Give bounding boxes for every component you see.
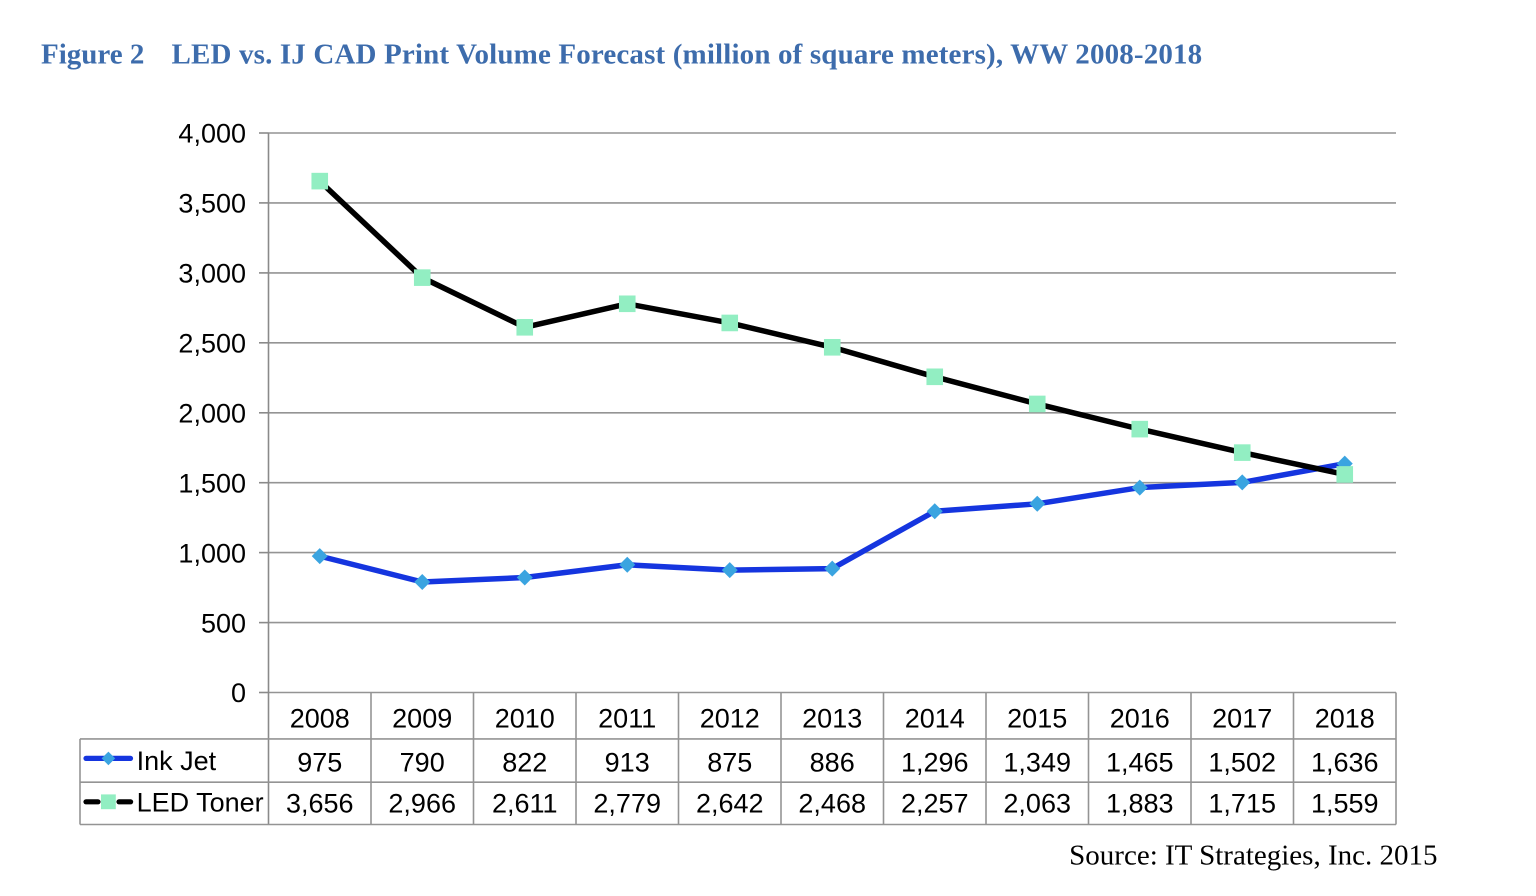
svg-text:Ink Jet: Ink Jet xyxy=(137,746,217,776)
svg-text:1,465: 1,465 xyxy=(1106,747,1174,777)
svg-text:2,063: 2,063 xyxy=(1003,789,1071,819)
svg-text:913: 913 xyxy=(605,747,650,777)
svg-text:2,500: 2,500 xyxy=(178,329,246,359)
svg-text:822: 822 xyxy=(502,747,547,777)
svg-text:2012: 2012 xyxy=(700,704,760,734)
svg-text:2008: 2008 xyxy=(290,704,350,734)
svg-text:2013: 2013 xyxy=(802,704,862,734)
svg-text:1,349: 1,349 xyxy=(1003,747,1071,777)
svg-text:2011: 2011 xyxy=(598,704,656,734)
svg-text:975: 975 xyxy=(297,747,342,777)
svg-text:4,000: 4,000 xyxy=(178,119,246,149)
svg-text:790: 790 xyxy=(400,747,445,777)
svg-text:0: 0 xyxy=(231,678,246,708)
svg-text:3,500: 3,500 xyxy=(178,189,246,219)
svg-text:2015: 2015 xyxy=(1007,704,1067,734)
svg-text:2,257: 2,257 xyxy=(901,789,969,819)
svg-text:1,500: 1,500 xyxy=(178,468,246,498)
svg-text:2,642: 2,642 xyxy=(696,789,764,819)
svg-text:1,000: 1,000 xyxy=(178,538,246,568)
svg-text:1,636: 1,636 xyxy=(1311,747,1379,777)
svg-text:2010: 2010 xyxy=(495,704,555,734)
svg-text:LED vs. IJ CAD Print Volume Fo: LED vs. IJ CAD Print Volume Forecast (mi… xyxy=(172,39,1203,71)
svg-text:2018: 2018 xyxy=(1315,704,1375,734)
svg-text:875: 875 xyxy=(707,747,752,777)
svg-text:1,502: 1,502 xyxy=(1208,747,1276,777)
svg-text:2009: 2009 xyxy=(392,704,452,734)
svg-text:2,779: 2,779 xyxy=(593,789,661,819)
svg-text:Source: IT Strategies, Inc. 20: Source: IT Strategies, Inc. 2015 xyxy=(1069,840,1437,872)
svg-text:1,296: 1,296 xyxy=(901,747,969,777)
svg-text:2,611: 2,611 xyxy=(492,789,558,819)
svg-text:886: 886 xyxy=(810,747,855,777)
svg-text:Figure 2: Figure 2 xyxy=(41,39,144,71)
svg-text:2,966: 2,966 xyxy=(388,789,456,819)
svg-text:3,656: 3,656 xyxy=(286,789,354,819)
svg-text:LED Toner: LED Toner xyxy=(137,788,264,818)
svg-text:2017: 2017 xyxy=(1212,704,1272,734)
svg-text:1,883: 1,883 xyxy=(1106,789,1174,819)
svg-text:3,000: 3,000 xyxy=(178,259,246,289)
svg-text:2016: 2016 xyxy=(1110,704,1170,734)
svg-text:1,559: 1,559 xyxy=(1311,789,1379,819)
svg-text:2014: 2014 xyxy=(905,704,965,734)
svg-text:2,000: 2,000 xyxy=(178,398,246,428)
svg-text:2,468: 2,468 xyxy=(798,789,866,819)
svg-text:500: 500 xyxy=(201,608,246,638)
svg-text:1,715: 1,715 xyxy=(1208,789,1276,819)
